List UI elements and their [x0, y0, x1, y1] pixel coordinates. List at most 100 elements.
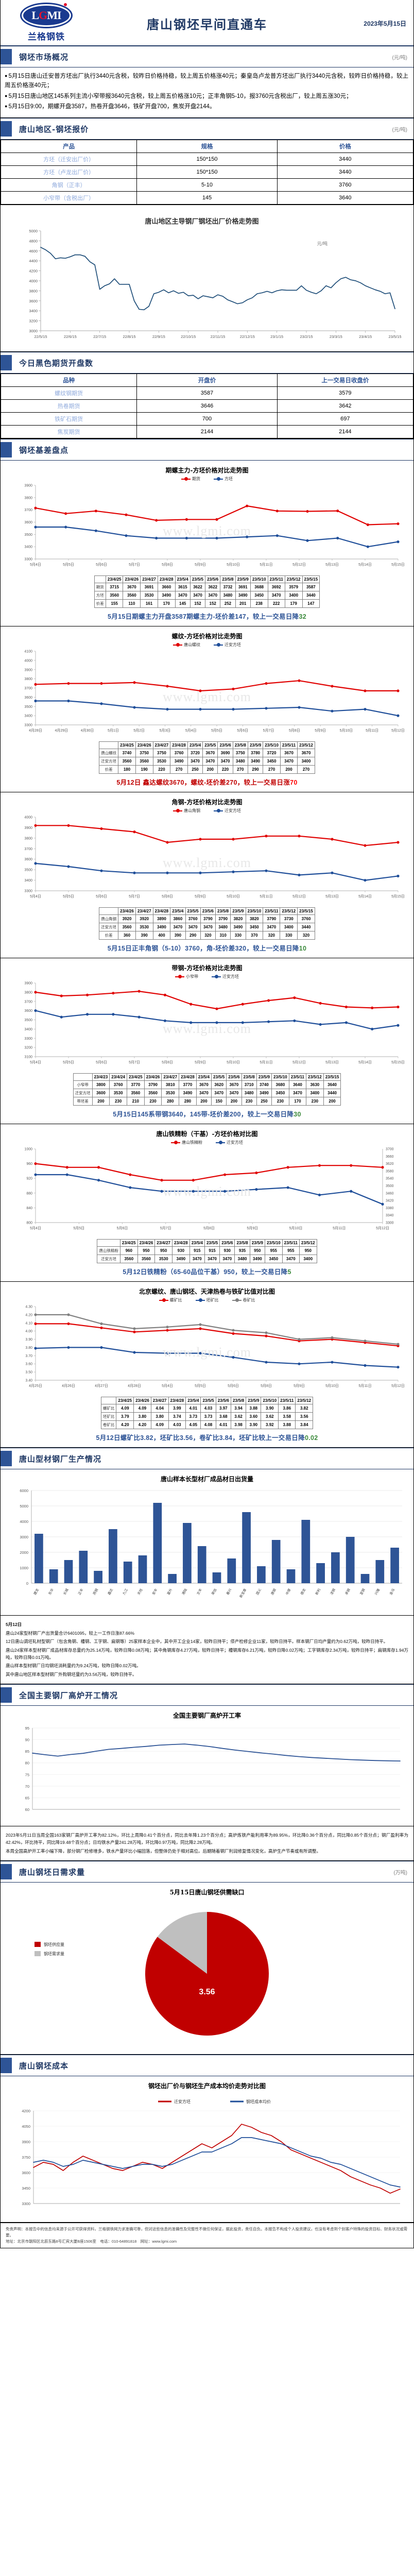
angle-vs-billet-legend: 唐山角钢 迁安方坯 — [4, 808, 410, 814]
data-cell: 3450 — [263, 757, 281, 766]
data-cell: 3.86 — [278, 1404, 296, 1413]
date-header: 23/5/4 — [196, 1073, 212, 1081]
caption-text: 5月15日正丰角钢（5-10）3760，角-坯价差320，较上一交易日降 — [107, 945, 299, 953]
data-cell: 3490 — [157, 591, 176, 600]
svg-text:5月11日: 5月11日 — [358, 1384, 371, 1388]
svg-text:3000: 3000 — [20, 1535, 28, 1539]
data-cell: 3.99 — [168, 1404, 186, 1413]
legend-label: 期货 — [192, 477, 200, 482]
svg-text:东华: 东华 — [47, 1587, 55, 1596]
table-row: 小窄带 3800 3760 3770 3790 3810 3770 3670 3620 3670 3… — [73, 1080, 341, 1090]
date-header: 23/4/27 — [150, 1397, 169, 1405]
table-row: 期货 3715 3670 3691 3660 3615 3622 3622 3732 3691 36… — [94, 583, 320, 592]
svg-text:5月8日: 5月8日 — [162, 894, 173, 899]
data-cell: 3587 — [302, 583, 320, 592]
row-label: 价差 — [94, 599, 106, 608]
data-cell: 220 — [152, 765, 171, 774]
row-label: 期货 — [94, 583, 106, 592]
date-header: 23/5/6 — [217, 741, 233, 750]
svg-text:5000: 5000 — [29, 229, 38, 233]
date-header: 23/5/5 — [200, 1397, 216, 1405]
strip-vs-billet-title: 带钢-方坯价格对比走势图 — [171, 964, 243, 972]
data-cell: 390 — [170, 931, 186, 940]
data-cell: 3530 — [135, 923, 153, 932]
product-analysis: 5月12日 唐山24家型材钢厂产出货量合计6401095，较上一工作日涨87.6… — [1, 1616, 413, 1685]
cell-variety: 螺纹钢期货 — [0, 386, 137, 400]
date-header: 23/4/26 — [133, 1397, 151, 1405]
svg-text:5月6日: 5月6日 — [96, 563, 107, 567]
data-cell: 161 — [140, 599, 158, 608]
svg-text:3420: 3420 — [386, 1199, 394, 1203]
footer-disclaimer: 免责声明：本报告中的信息均来源于公开可获得资料，兰格钢铁网力求准确可靠，但对这些… — [6, 2227, 407, 2238]
svg-text:4800: 4800 — [29, 239, 38, 244]
date-header: 23/5/9 — [256, 1073, 272, 1081]
svg-text:钢坯需求量: 钢坯需求量 — [44, 1951, 64, 1956]
rebar-vs-billet-table: 23/4/25 23/4/26 23/4/27 23/4/28 23/5/4 23/5/5… — [99, 741, 315, 774]
svg-text:建龙: 建龙 — [32, 1587, 40, 1596]
date-header: 23/5/6 — [226, 1073, 242, 1081]
data-cell: 3810 — [161, 1080, 180, 1090]
date-header: 23/4/28 — [179, 1073, 197, 1081]
data-cell: 3400 — [299, 1255, 317, 1264]
data-cell: 3760 — [109, 1080, 127, 1090]
data-cell: 390 — [135, 931, 153, 940]
svg-text:4200: 4200 — [22, 2109, 30, 2113]
date-header: 23/5/6 — [219, 1239, 235, 1247]
data-cell: 4.03 — [200, 1404, 216, 1413]
data-cell: 3770 — [179, 1080, 197, 1090]
svg-text:燕钢: 燕钢 — [92, 1587, 99, 1596]
data-cell: 200 — [202, 765, 218, 774]
data-cell: 190 — [135, 765, 153, 774]
date-header: 23/5/8 — [232, 741, 248, 750]
svg-text:国义: 国义 — [255, 1588, 263, 1596]
svg-text:5月6日: 5月6日 — [96, 894, 107, 899]
date-header: 23/5/11 — [267, 575, 285, 584]
svg-text:3300: 3300 — [22, 2201, 30, 2206]
data-cell: 3790 — [215, 914, 231, 924]
data-cell: 4.01 — [215, 1420, 231, 1430]
futures-open-table: 品种 开盘价 上一交易日收盘价 螺纹钢期货 3587 3579 热卷期货 3646 36… — [0, 374, 414, 439]
svg-text:5月12日: 5月12日 — [292, 894, 306, 899]
table-row: 价差 180 190 220 270 250 200 220 270 290 270 200 270 — [99, 765, 315, 774]
date-header: 23/4/26 — [118, 907, 136, 916]
svg-text:80: 80 — [25, 1761, 29, 1766]
data-cell: 200 — [196, 1097, 212, 1106]
date-header: 23/4/26 — [144, 1073, 162, 1081]
product-analysis-p4: 唐山样本型材钢厂日均钢坯消耗量约为9.24万吨，较昨日降0.02万吨。 — [6, 1663, 141, 1669]
date-header: 23/5/4 — [185, 1397, 201, 1405]
svg-text:中厚: 中厚 — [284, 1587, 292, 1596]
svg-text:5月5日: 5月5日 — [73, 1226, 84, 1230]
data-cell: 3750 — [232, 749, 248, 758]
svg-text:承钢: 承钢 — [344, 1587, 352, 1596]
legend-label: 坯矿比 — [206, 1298, 219, 1303]
futures-vs-billet-svg: 3300 3400 3500 3600 3700 3800 3900 5月4日 5月5日 5月6日… — [24, 484, 404, 567]
cell-product: 角钢（正丰） — [0, 178, 137, 192]
caption-text: 5月15日期螺主力开盘3587期螺主力-坯价差147，较上一交易日降 — [108, 613, 299, 621]
date-header: 23/5/5 — [189, 575, 206, 584]
data-cell: 270 — [263, 765, 281, 774]
svg-text:3900: 3900 — [24, 669, 32, 672]
chart-angle-vs-billet: 角钢-方坯价格对比走势图 唐山角钢 迁安方坯 3300 3400 3500 3600 3700… — [1, 792, 413, 959]
data-cell: 290 — [247, 765, 264, 774]
svg-text:5月9日: 5月9日 — [195, 894, 206, 899]
legend-label: 小窄带 — [186, 974, 198, 979]
data-cell: 3670 — [123, 583, 141, 592]
section-title-demand: 唐山钢坯日需求量 — [19, 1867, 85, 1877]
corner-cell — [94, 575, 106, 584]
section-title-basis: 钢坯基差盘点 — [19, 445, 69, 455]
data-cell: 3720 — [187, 749, 203, 758]
legend-item: 期货 — [181, 476, 200, 482]
data-cell: 3470 — [263, 923, 281, 932]
data-cell: 3890 — [152, 914, 171, 924]
svg-text:5月6日: 5月6日 — [96, 1060, 107, 1064]
date-header: 23/4/26 — [123, 575, 141, 584]
row-label: 坯矿比 — [100, 1412, 117, 1421]
data-cell: 147 — [302, 599, 320, 608]
table-row: 小窄带（含税出厂） 145 3640 — [0, 191, 414, 205]
svg-text:5月11日: 5月11日 — [333, 1226, 346, 1230]
svg-text:3000: 3000 — [29, 329, 38, 333]
data-cell: 3450 — [250, 591, 268, 600]
data-cell: 200 — [226, 1097, 242, 1106]
table-header-row: 23/4/25 23/4/26 23/4/27 23/4/28 23/5/4 23/5/5… — [94, 575, 320, 584]
svg-text:正丰: 正丰 — [77, 1587, 84, 1596]
